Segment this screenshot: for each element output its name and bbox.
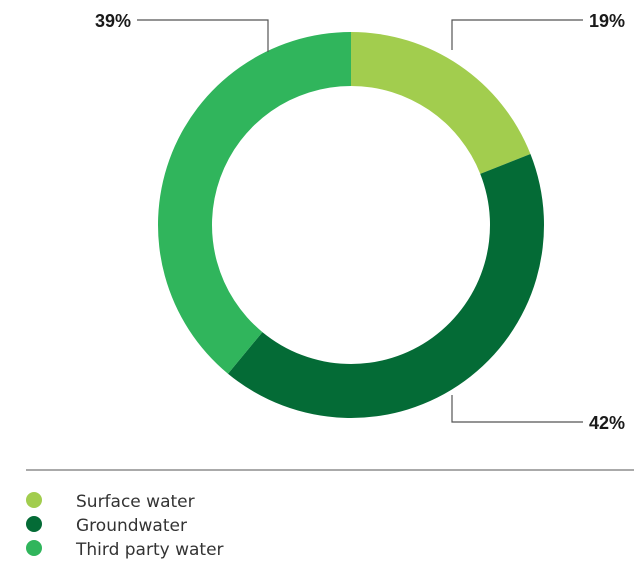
leader-line-surface-water <box>451 19 583 50</box>
legend-label-surface-water: Surface water <box>76 492 195 512</box>
legend-swatch-groundwater <box>26 516 42 532</box>
legend: Surface water Groundwater Third party wate… <box>26 492 224 560</box>
slice-third-party-water <box>158 31 351 374</box>
value-labels: 19% 42% 39% <box>95 11 625 433</box>
slice-surface-water <box>351 32 531 174</box>
value-label-groundwater: 42% <box>589 413 625 433</box>
leader-line-third-party-water <box>137 19 269 52</box>
donut-slices <box>158 31 544 418</box>
value-label-third-party-water: 39% <box>95 11 131 31</box>
legend-label-third-party-water: Third party water <box>75 540 224 560</box>
leader-lines <box>137 19 583 423</box>
legend-swatch-third-party-water <box>26 540 42 556</box>
legend-swatch-surface-water <box>26 492 42 508</box>
legend-label-groundwater: Groundwater <box>76 516 187 536</box>
slice-groundwater <box>227 153 544 418</box>
leader-line-groundwater <box>451 395 583 423</box>
value-label-surface-water: 19% <box>589 11 625 31</box>
